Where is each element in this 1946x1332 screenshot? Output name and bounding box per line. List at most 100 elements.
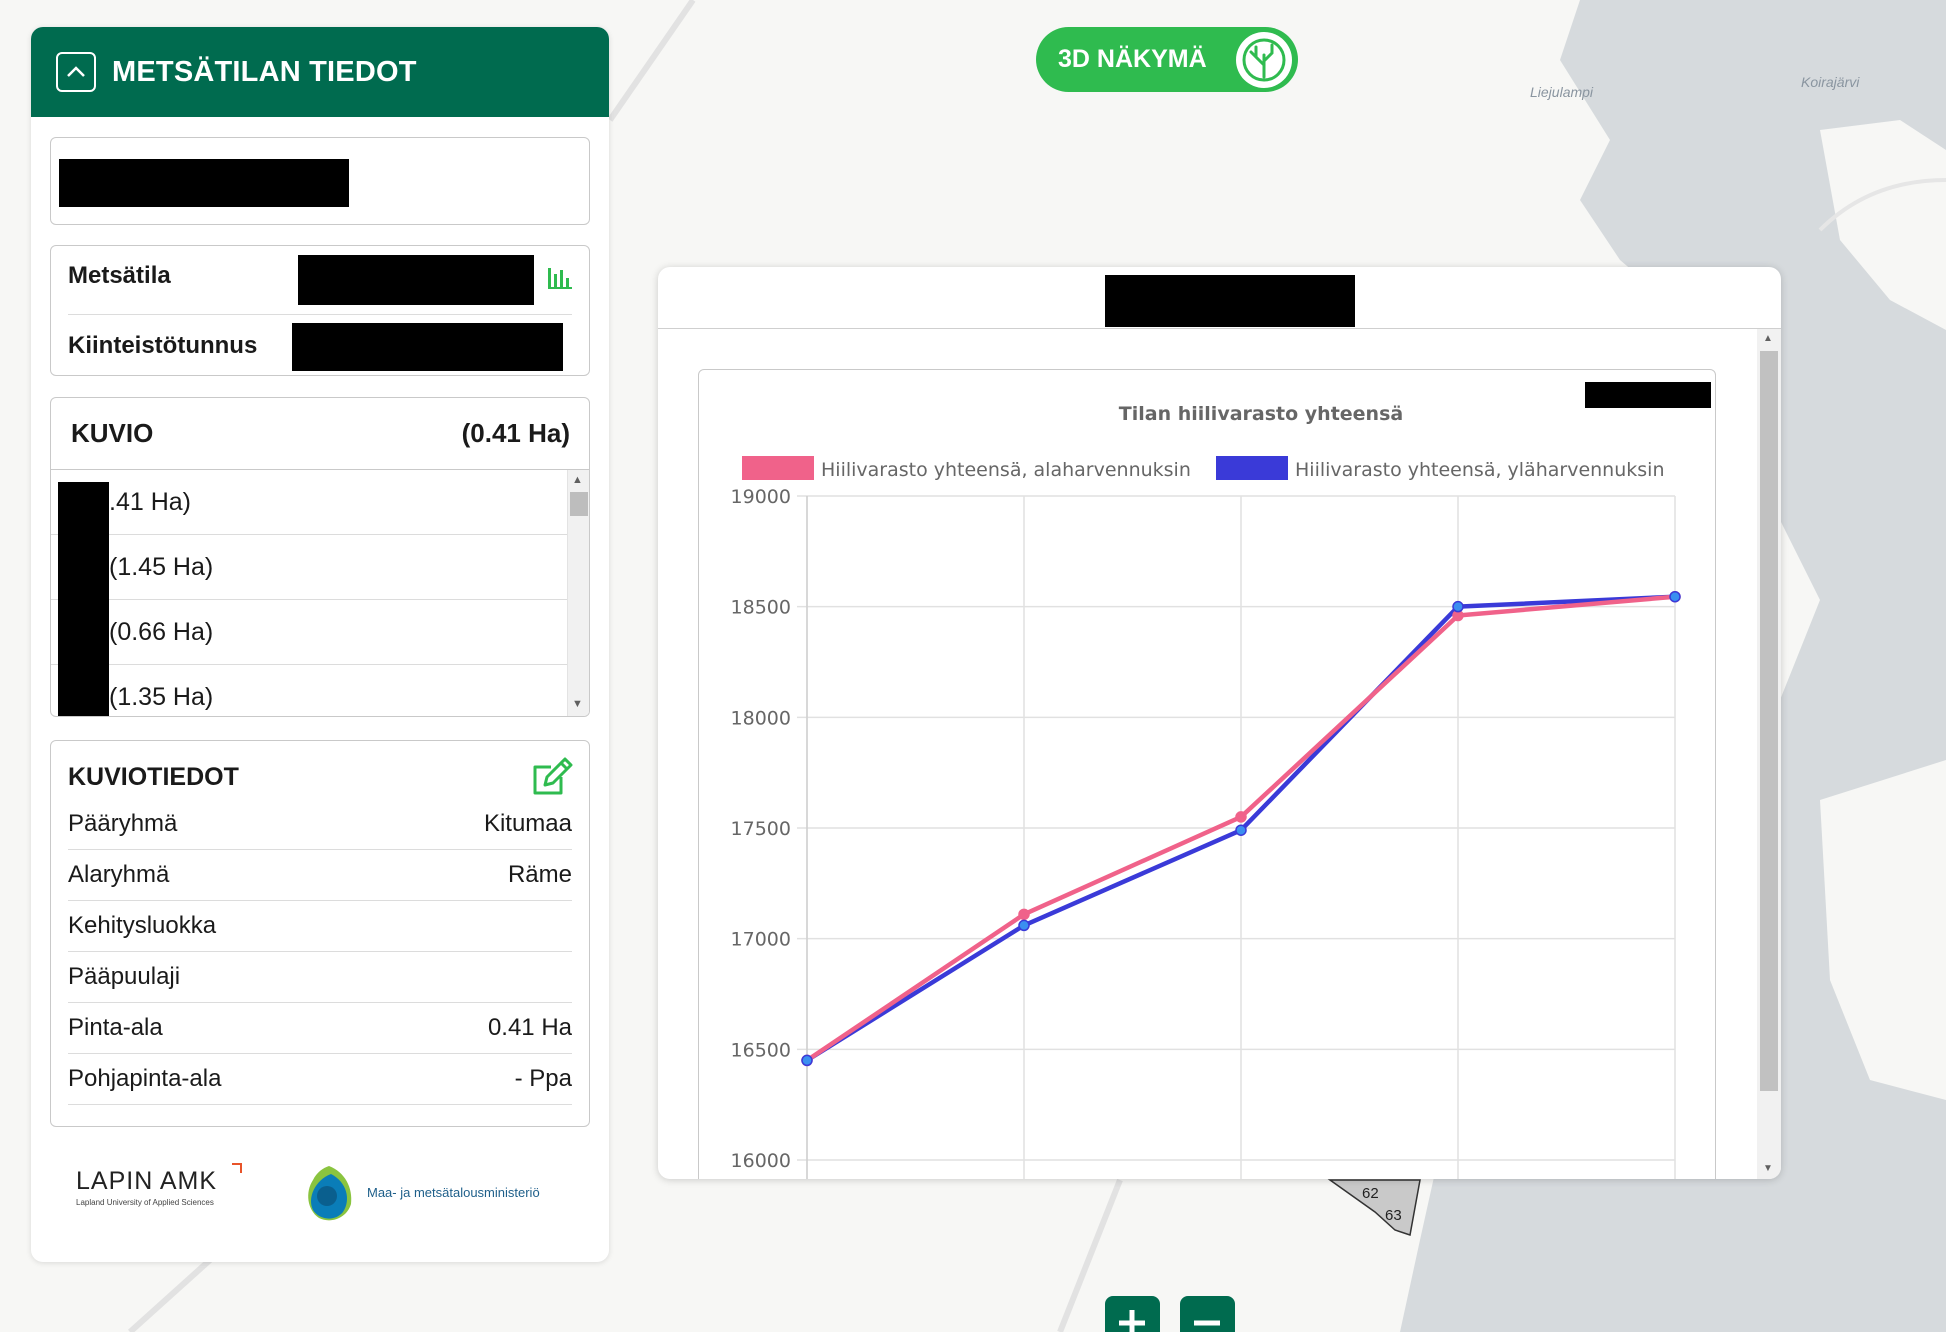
kuvio-box: KUVIO (0.41 Ha) .41 Ha) (1.45 Ha) (0.66 … bbox=[50, 397, 590, 717]
kuviotiedot-row: Pääryhmä Kitumaa bbox=[68, 799, 572, 850]
kuviotiedot-row: Alaryhmä Räme bbox=[68, 850, 572, 901]
legend-label: Hiilivarasto yhteensä, yläharvennuksin bbox=[1295, 459, 1664, 481]
kiinteistotunnus-label: Kiinteistötunnus bbox=[68, 332, 258, 359]
redacted-block bbox=[1585, 382, 1711, 408]
lapin-amk-subtitle: Lapland University of Applied Sciences bbox=[76, 1198, 214, 1207]
row-value: 0.41 Ha bbox=[487, 1014, 572, 1041]
chart-card: Tilan hiilivarasto yhteensä Hiilivarasto … bbox=[698, 369, 1716, 1179]
scroll-up-icon[interactable]: ▲ bbox=[572, 474, 583, 486]
redacted-block bbox=[59, 159, 349, 207]
scrollbar-thumb[interactable] bbox=[570, 492, 588, 516]
lake-inlet bbox=[1820, 120, 1946, 330]
kuviotiedot-title: KUVIOTIEDOT bbox=[68, 763, 239, 791]
y-tick-label: 18000 bbox=[731, 707, 791, 729]
modal-body: Tilan hiilivarasto yhteensä Hiilivarasto … bbox=[658, 329, 1781, 1179]
line-chart: Tilan hiilivarasto yhteensä Hiilivarasto … bbox=[731, 403, 1681, 1179]
chart-title: Tilan hiilivarasto yhteensä bbox=[1119, 403, 1403, 425]
island-shape bbox=[1820, 760, 1946, 1100]
parcel-label: 62 bbox=[1362, 1185, 1379, 1202]
forest-estate-panel: METSÄTILAN TIEDOT Metsätila Kiinteistötu… bbox=[31, 27, 609, 1262]
bar-chart-icon[interactable] bbox=[547, 266, 573, 290]
scroll-down-icon[interactable]: ▼ bbox=[572, 698, 583, 710]
zoom-in-button[interactable] bbox=[1105, 1296, 1160, 1332]
kuvio-item-area: (1.35 Ha) bbox=[109, 682, 214, 711]
data-point bbox=[1018, 908, 1030, 921]
y-tick-label: 17000 bbox=[731, 929, 791, 951]
modal-header bbox=[658, 267, 1781, 329]
estate-info-box: Metsätila Kiinteistötunnus bbox=[50, 245, 590, 376]
y-tick-label: 19000 bbox=[731, 486, 791, 508]
kuviotiedot-row: Kehitysluokka bbox=[68, 901, 572, 952]
road-line bbox=[1818, 178, 1946, 232]
data-point bbox=[1452, 600, 1464, 613]
list-item[interactable]: (1.35 Ha) bbox=[51, 665, 567, 716]
redacted-block bbox=[298, 255, 534, 305]
metsatila-label: Metsätila bbox=[68, 262, 171, 289]
collapse-button[interactable] bbox=[56, 52, 96, 92]
row-value: Räme bbox=[507, 861, 572, 888]
tree-icon bbox=[1236, 32, 1292, 88]
data-point bbox=[1235, 811, 1247, 823]
kuviotiedot-row: Pohjapinta-ala - Ppa bbox=[68, 1054, 572, 1105]
plus-icon bbox=[1119, 1310, 1145, 1332]
kuvio-area: (0.41 Ha) bbox=[461, 418, 570, 448]
modal-scrollbar[interactable]: ▲ ▼ bbox=[1757, 329, 1781, 1179]
data-point bbox=[801, 1054, 813, 1067]
edit-icon[interactable] bbox=[531, 755, 575, 799]
3d-view-button[interactable]: 3D NÄKYMÄ bbox=[1036, 27, 1298, 92]
ministry-emblem-icon bbox=[308, 1166, 352, 1221]
row-label: Alaryhmä bbox=[68, 861, 170, 888]
row-label: Pääryhmä bbox=[68, 810, 178, 837]
y-tick-label: 17500 bbox=[731, 818, 791, 840]
scroll-down-icon[interactable]: ▼ bbox=[1763, 1163, 1773, 1174]
3d-view-label: 3D NÄKYMÄ bbox=[1058, 45, 1207, 73]
row-label: Kehitysluokka bbox=[68, 912, 217, 939]
row-value: - Ppa bbox=[514, 1065, 572, 1092]
scrollbar-thumb[interactable] bbox=[1760, 351, 1778, 1091]
row-label: Pohjapinta-ala bbox=[68, 1065, 222, 1092]
zoom-out-button[interactable] bbox=[1180, 1296, 1235, 1332]
list-item[interactable]: (0.66 Ha) bbox=[51, 600, 567, 665]
kuvio-title: KUVIO bbox=[71, 418, 154, 448]
kuviotiedot-box: KUVIOTIEDOT Pääryhmä Kitumaa Alaryhmä Räme… bbox=[50, 740, 590, 1127]
scroll-up-icon[interactable]: ▲ bbox=[1763, 333, 1773, 344]
lapin-amk-name: LAPIN AMK bbox=[76, 1167, 217, 1195]
minus-icon bbox=[1194, 1320, 1220, 1326]
data-point bbox=[1018, 919, 1030, 932]
legend-swatch bbox=[1216, 456, 1288, 480]
y-tick-label: 18500 bbox=[731, 597, 791, 619]
data-point bbox=[1235, 824, 1247, 836]
row-label: Pääpuulaji bbox=[68, 963, 181, 990]
row-label: Pinta-ala bbox=[68, 1014, 163, 1041]
lapin-amk-logo: LAPIN AMK Lapland University of Applied … bbox=[76, 1163, 242, 1207]
row-value: Kitumaa bbox=[483, 810, 572, 837]
parcel-label: 63 bbox=[1385, 1207, 1402, 1224]
carbon-chart-modal: Tilan hiilivarasto yhteensä Hiilivarasto … bbox=[658, 267, 1781, 1179]
legend-label: Hiilivarasto yhteensä, alaharvennuksin bbox=[821, 459, 1191, 481]
data-point bbox=[1669, 590, 1681, 603]
redacted-block bbox=[292, 323, 563, 371]
y-tick-label: 16500 bbox=[731, 1039, 791, 1061]
kuviotiedot-row: Pääpuulaji bbox=[68, 952, 572, 1003]
list-item[interactable]: (1.45 Ha) bbox=[51, 535, 567, 600]
legend-swatch bbox=[742, 456, 814, 480]
kuvio-list[interactable]: .41 Ha) (1.45 Ha) (0.66 Ha) (1.35 Ha) ▲ … bbox=[51, 470, 589, 716]
road-line bbox=[607, 0, 696, 122]
list-scrollbar[interactable]: ▲ ▼ bbox=[567, 470, 589, 716]
kuvio-item-area: (0.66 Ha) bbox=[109, 617, 214, 646]
lake-shape bbox=[1400, 0, 1946, 1332]
kuviotiedot-row: Pinta-ala 0.41 Ha bbox=[68, 1003, 572, 1054]
parcel-shape[interactable] bbox=[1327, 1179, 1421, 1236]
partner-logos: LAPIN AMK Lapland University of Applied … bbox=[31, 1159, 609, 1229]
redacted-block bbox=[1105, 275, 1355, 327]
road-line bbox=[127, 1257, 213, 1332]
estate-name-box bbox=[50, 137, 590, 225]
road-line bbox=[1057, 1178, 1123, 1332]
kuvio-item-area: (1.45 Ha) bbox=[109, 552, 214, 581]
ministry-name: Maa- ja metsätalousministeriö bbox=[367, 1185, 540, 1200]
chevron-up-icon bbox=[67, 66, 85, 77]
list-item[interactable]: .41 Ha) bbox=[51, 470, 567, 535]
kuvio-header: KUVIO (0.41 Ha) bbox=[51, 398, 589, 470]
y-tick-label: 16000 bbox=[731, 1150, 791, 1172]
panel-title: METSÄTILAN TIEDOT bbox=[112, 55, 417, 88]
